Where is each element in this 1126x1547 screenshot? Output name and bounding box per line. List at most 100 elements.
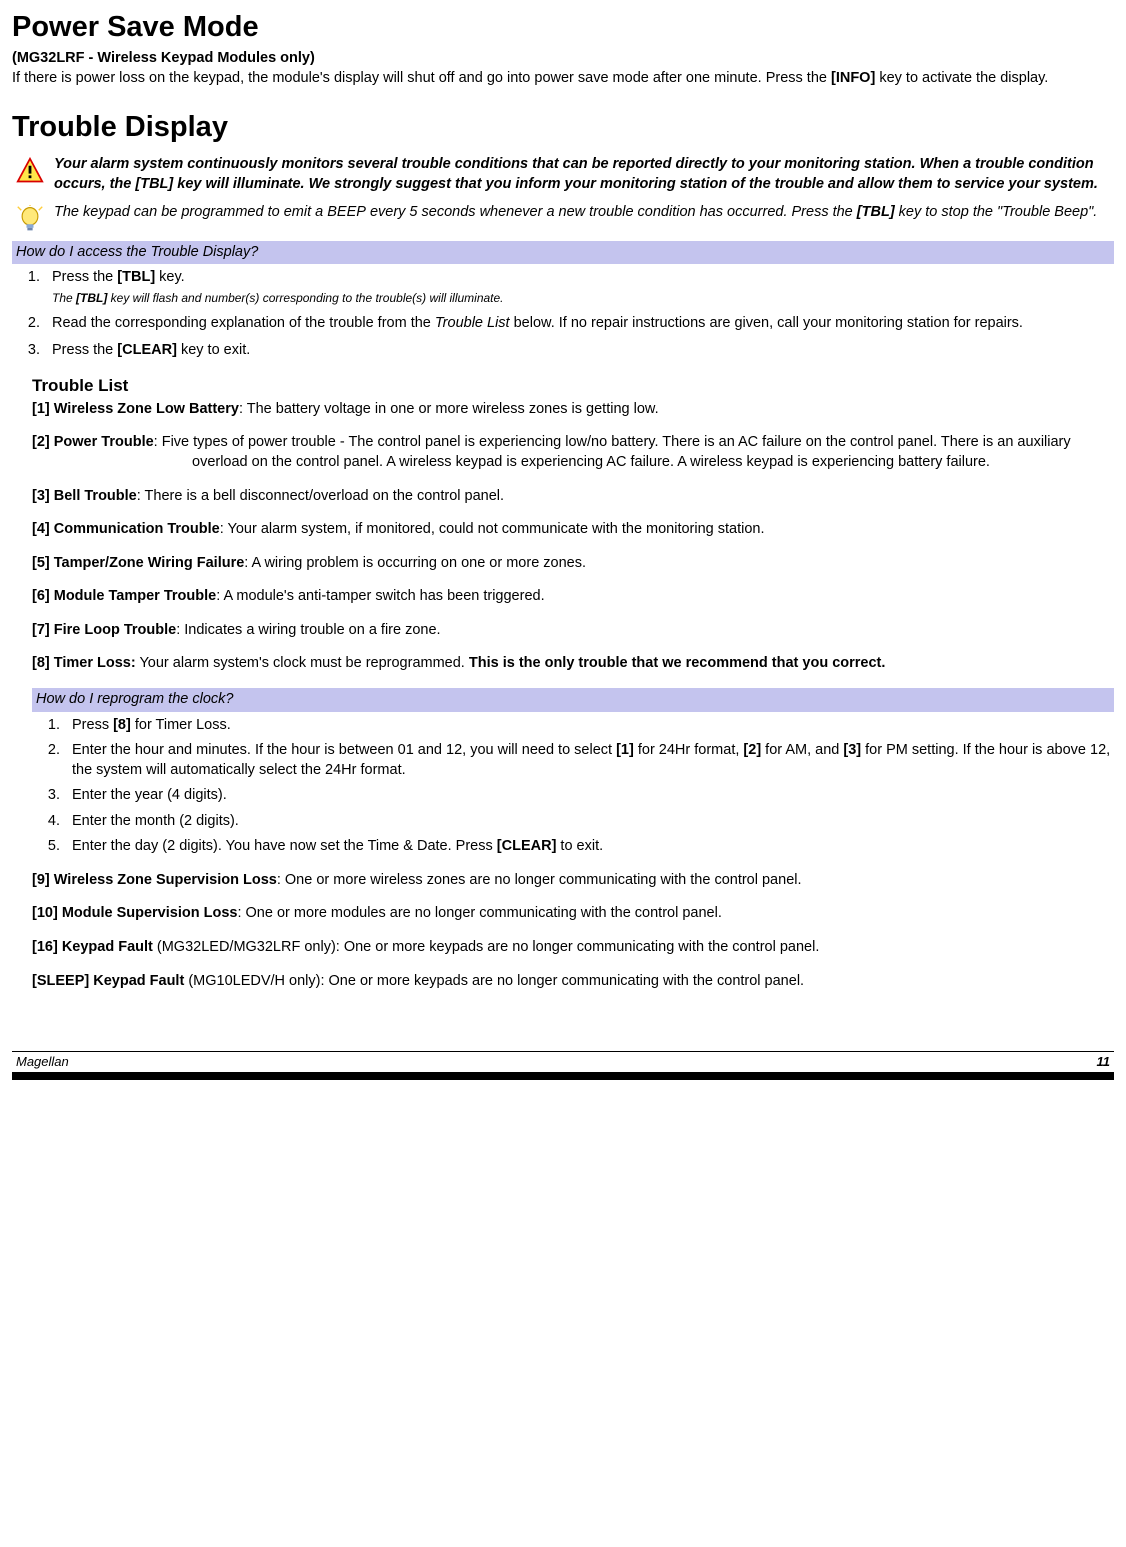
t5-text: : A wiring problem is occurring on one o… bbox=[244, 555, 586, 571]
t9-text: : One or more wireless zones are no long… bbox=[277, 872, 802, 888]
tip-mid: every 5 seconds whenever a new trouble c… bbox=[366, 204, 857, 220]
r5-pre: Enter the day (2 digits). You have now s… bbox=[72, 838, 497, 854]
trouble-sleep: [SLEEP] Keypad Fault (MG10LEDV/H only): … bbox=[32, 972, 1114, 992]
trouble-7: [7] Fire Loop Trouble: Indicates a wirin… bbox=[32, 621, 1114, 641]
r1-pre: Press bbox=[72, 717, 113, 733]
page-footer: Magellan 11 bbox=[12, 1051, 1114, 1080]
r2-pre: Enter the hour and minutes. If the hour … bbox=[72, 742, 616, 758]
trouble-9: [9] Wireless Zone Supervision Loss: One … bbox=[32, 871, 1114, 891]
r1-post: for Timer Loss. bbox=[131, 717, 231, 733]
t1-text: : The battery voltage in one or more wir… bbox=[239, 401, 659, 417]
t8-tail: This is the only trouble that we recomme… bbox=[469, 655, 886, 671]
t8-label: [8] Timer Loss: bbox=[32, 655, 136, 671]
tip-pre: The keypad can be programmed to emit a bbox=[54, 204, 327, 220]
r2-m1: for 24Hr format, bbox=[634, 742, 744, 758]
power-save-subtitle: (MG32LRF - Wireless Keypad Modules only) bbox=[12, 49, 1114, 69]
s3-pre: Press the bbox=[52, 342, 117, 358]
reprogram-steps-list: Press [8] for Timer Loss. Enter the hour… bbox=[32, 716, 1114, 857]
t3-text: : There is a bell disconnect/overload on… bbox=[137, 488, 504, 504]
key-1: [1] bbox=[616, 742, 634, 758]
tbl-key-2: [TBL] bbox=[117, 269, 155, 285]
trouble-list-ref: Trouble List bbox=[435, 315, 510, 331]
ps-body-pre: If there is power loss on the keypad, th… bbox=[12, 70, 831, 86]
access-step-1: Press the [TBL] key. The [TBL] key will … bbox=[44, 268, 1114, 306]
key-2: [2] bbox=[743, 742, 761, 758]
trouble-16: [16] Keypad Fault (MG32LED/MG32LRF only)… bbox=[32, 938, 1114, 958]
reprog-step-4: Enter the month (2 digits). bbox=[64, 812, 1114, 832]
power-save-body: If there is power loss on the keypad, th… bbox=[12, 69, 1114, 89]
t3-label: [3] Bell Trouble bbox=[32, 488, 137, 504]
t7-label: [7] Fire Loop Trouble bbox=[32, 622, 176, 638]
warning-icon bbox=[16, 157, 44, 185]
tip-callout: The keypad can be programmed to emit a B… bbox=[16, 203, 1114, 233]
trouble-1: [1] Wireless Zone Low Battery: The batte… bbox=[32, 400, 1114, 420]
t5-label: [5] Tamper/Zone Wiring Failure bbox=[32, 555, 244, 571]
t2-text: : Five types of power trouble - The cont… bbox=[154, 434, 1071, 470]
trouble-10: [10] Module Supervision Loss: One or mor… bbox=[32, 904, 1114, 924]
s2-pre: Read the corresponding explanation of th… bbox=[52, 315, 435, 331]
reprog-step-2: Enter the hour and minutes. If the hour … bbox=[64, 741, 1114, 780]
trouble-8: [8] Timer Loss: Your alarm system's cloc… bbox=[32, 654, 1114, 674]
s2-post: below. If no repair instructions are giv… bbox=[510, 315, 1023, 331]
r2-m2: for AM, and bbox=[761, 742, 843, 758]
beep-word: BEEP bbox=[327, 204, 366, 220]
reprog-step-5: Enter the day (2 digits). You have now s… bbox=[64, 837, 1114, 857]
t16-text: (MG32LED/MG32LRF only): One or more keyp… bbox=[153, 939, 820, 955]
s1n-post: key will flash and number(s) correspondi… bbox=[107, 291, 503, 305]
t9-label: [9] Wireless Zone Supervision Loss bbox=[32, 872, 277, 888]
s1-post: key. bbox=[155, 269, 185, 285]
key-8: [8] bbox=[113, 717, 131, 733]
trouble-4: [4] Communication Trouble: Your alarm sy… bbox=[32, 520, 1114, 540]
sleep-word: SLEEP bbox=[37, 973, 85, 989]
trouble-list: [1] Wireless Zone Low Battery: The batte… bbox=[32, 400, 1114, 674]
trouble-display-title: Trouble Display bbox=[12, 108, 1114, 147]
s1-note: The [TBL] key will flash and number(s) c… bbox=[52, 290, 1114, 306]
ps-body-post: key to activate the display. bbox=[875, 70, 1048, 86]
tsleep-text: (MG10LEDV/H only): One or more keypads a… bbox=[184, 973, 804, 989]
reprog-step-3: Enter the year (4 digits). bbox=[64, 786, 1114, 806]
t1-label: [1] Wireless Zone Low Battery bbox=[32, 401, 239, 417]
trouble-list-title: Trouble List bbox=[32, 375, 1114, 398]
reprogram-header-bar: How do I reprogram the clock? bbox=[32, 688, 1114, 712]
footer-page-number: 11 bbox=[1097, 1053, 1111, 1071]
t6-text: : A module's anti-tamper switch has been… bbox=[216, 588, 544, 604]
tip-text: The keypad can be programmed to emit a B… bbox=[54, 203, 1114, 223]
t4-label: [4] Communication Trouble bbox=[32, 521, 220, 537]
tbl-key-1: [TBL] bbox=[857, 204, 895, 220]
s1-pre: Press the bbox=[52, 269, 117, 285]
footer-left: Magellan bbox=[16, 1053, 69, 1071]
access-steps-list: Press the [TBL] key. The [TBL] key will … bbox=[12, 268, 1114, 361]
access-header-bar: How do I access the Trouble Display? bbox=[12, 241, 1114, 265]
access-step-2: Read the corresponding explanation of th… bbox=[44, 314, 1114, 334]
reprog-step-1: Press [8] for Timer Loss. bbox=[64, 716, 1114, 736]
t7-text: : Indicates a wiring trouble on a fire z… bbox=[176, 622, 440, 638]
access-step-3: Press the [CLEAR] key to exit. bbox=[44, 341, 1114, 361]
s3-post: key to exit. bbox=[177, 342, 250, 358]
clear-key-2: [CLEAR] bbox=[497, 838, 557, 854]
tip-post: key to stop the "Trouble Beep". bbox=[895, 204, 1098, 220]
t4-text: : Your alarm system, if monitored, could… bbox=[220, 521, 765, 537]
t8-text: Your alarm system's clock must be reprog… bbox=[136, 655, 469, 671]
t2-label: [2] Power Trouble bbox=[32, 434, 154, 450]
s1n-pre: The bbox=[52, 291, 76, 305]
tsleep-post: ] Keypad Fault bbox=[84, 973, 184, 989]
trouble-list-continued: [9] Wireless Zone Supervision Loss: One … bbox=[32, 871, 1114, 991]
trouble-6: [6] Module Tamper Trouble: A module's an… bbox=[32, 587, 1114, 607]
trouble-2: [2] Power Trouble: Five types of power t… bbox=[32, 433, 1114, 472]
trouble-3: [3] Bell Trouble: There is a bell discon… bbox=[32, 487, 1114, 507]
tbl-key-3: [TBL] bbox=[76, 291, 107, 305]
t16-label: [16] Keypad Fault bbox=[32, 939, 153, 955]
info-key: [INFO] bbox=[831, 70, 875, 86]
r5-post: to exit. bbox=[556, 838, 603, 854]
t10-label: [10] Module Supervision Loss bbox=[32, 905, 237, 921]
t6-label: [6] Module Tamper Trouble bbox=[32, 588, 216, 604]
trouble-5: [5] Tamper/Zone Wiring Failure: A wiring… bbox=[32, 554, 1114, 574]
warning-callout: Your alarm system continuously monitors … bbox=[16, 155, 1114, 194]
t10-text: : One or more modules are no longer comm… bbox=[237, 905, 721, 921]
clear-key-1: [CLEAR] bbox=[117, 342, 177, 358]
key-3: [3] bbox=[843, 742, 861, 758]
warning-text: Your alarm system continuously monitors … bbox=[54, 155, 1114, 194]
lightbulb-icon bbox=[16, 205, 44, 233]
tsleep-label: [SLEEP] Keypad Fault bbox=[32, 973, 184, 989]
power-save-title: Power Save Mode bbox=[12, 8, 1114, 47]
